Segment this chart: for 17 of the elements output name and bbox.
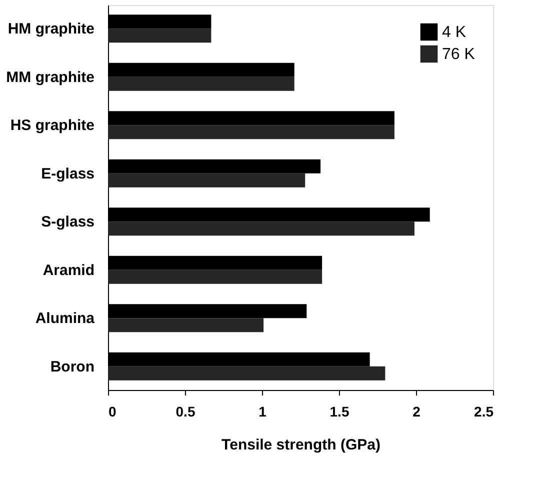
x-tick-label: 1.5 bbox=[330, 404, 350, 420]
y-tick-label: Boron bbox=[50, 358, 94, 376]
x-tick-label: 1 bbox=[258, 404, 267, 420]
x-tick-label: 0 bbox=[108, 404, 116, 420]
y-tick-label: HS graphite bbox=[10, 117, 94, 134]
y-tick-label: MM graphite bbox=[6, 68, 94, 86]
legend-label: 4 K bbox=[442, 24, 466, 41]
x-tick-label: 2 bbox=[412, 404, 421, 420]
y-tick-label: HM graphite bbox=[8, 20, 94, 38]
y-tick-label: Alumina bbox=[35, 310, 96, 328]
legend-label: 76 K bbox=[442, 46, 476, 63]
y-tick-label: S-glass bbox=[41, 214, 94, 231]
y-tick-label: Aramid bbox=[42, 262, 94, 279]
y-tick-label: E-glass bbox=[41, 165, 94, 182]
x-tick-label: 0.5 bbox=[176, 404, 196, 420]
x-tick-label: 2.5 bbox=[474, 404, 494, 420]
x-axis-title: Tensile strength (GPa) bbox=[222, 436, 380, 454]
